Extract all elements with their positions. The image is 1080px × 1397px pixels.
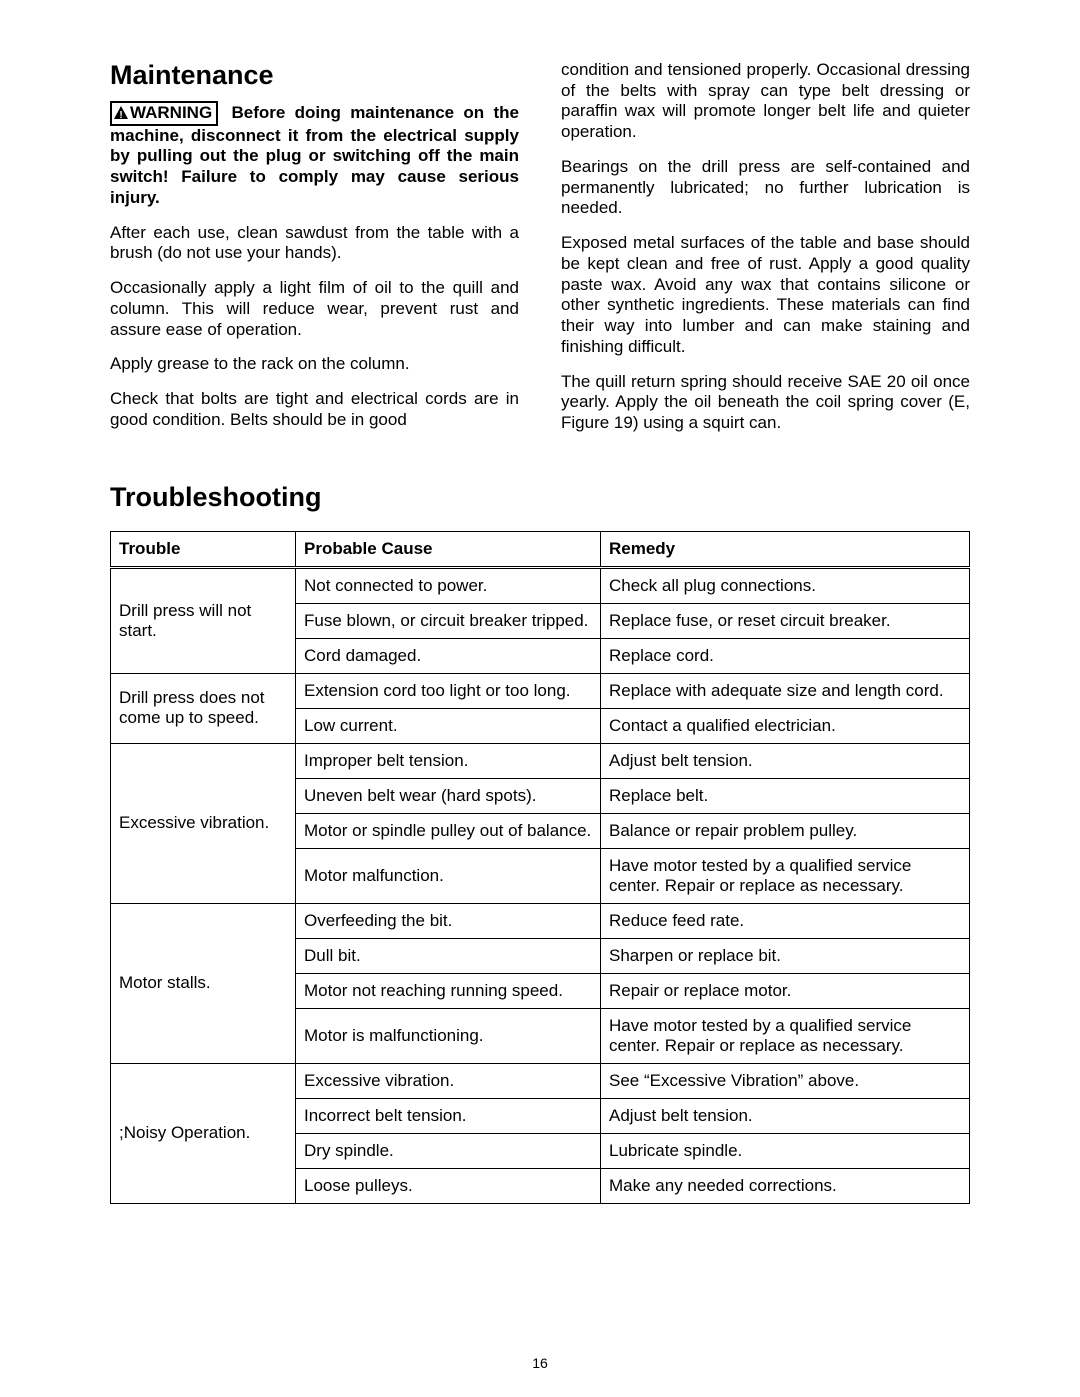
left-column: Maintenance ! WARNING Before doing maint…: [110, 60, 519, 448]
remedy-cell: Replace with adequate size and length co…: [601, 673, 970, 708]
table-row: ;Noisy Operation.Excessive vibration.See…: [111, 1063, 970, 1098]
remedy-cell: Have motor tested by a qualified service…: [601, 848, 970, 903]
cause-cell: Dry spindle.: [296, 1133, 601, 1168]
cause-cell: Cord damaged.: [296, 638, 601, 673]
warning-triangle-icon: !: [114, 106, 128, 119]
remedy-cell: Adjust belt tension.: [601, 743, 970, 778]
trouble-cell: ;Noisy Operation.: [111, 1063, 296, 1203]
cause-cell: Motor not reaching running speed.: [296, 973, 601, 1008]
warning-paragraph: ! WARNING Before doing maintenance on th…: [110, 101, 519, 209]
remedy-cell: Lubricate spindle.: [601, 1133, 970, 1168]
cause-cell: Uneven belt wear (hard spots).: [296, 778, 601, 813]
trouble-cell: Drill press does not come up to speed.: [111, 673, 296, 743]
table-header-row: Trouble Probable Cause Remedy: [111, 531, 970, 567]
table-row: Drill press does not come up to speed.Ex…: [111, 673, 970, 708]
trouble-cell: Motor stalls.: [111, 903, 296, 1063]
body-paragraph: condition and tensioned properly. Occasi…: [561, 60, 970, 143]
remedy-cell: Sharpen or replace bit.: [601, 938, 970, 973]
cause-cell: Excessive vibration.: [296, 1063, 601, 1098]
page: Maintenance ! WARNING Before doing maint…: [0, 0, 1080, 1397]
remedy-cell: Contact a qualified electrician.: [601, 708, 970, 743]
troubleshooting-heading: Troubleshooting: [110, 482, 970, 513]
remedy-cell: Replace fuse, or reset circuit breaker.: [601, 603, 970, 638]
remedy-cell: Make any needed corrections.: [601, 1168, 970, 1203]
body-paragraph: Apply grease to the rack on the column.: [110, 354, 519, 375]
th-remedy: Remedy: [601, 531, 970, 567]
cause-cell: Fuse blown, or circuit breaker tripped.: [296, 603, 601, 638]
cause-cell: Extension cord too light or too long.: [296, 673, 601, 708]
remedy-cell: See “Excessive Vibration” above.: [601, 1063, 970, 1098]
remedy-cell: Reduce feed rate.: [601, 903, 970, 938]
body-paragraph: Exposed metal surfaces of the table and …: [561, 233, 970, 357]
table-row: Motor stalls.Overfeeding the bit.Reduce …: [111, 903, 970, 938]
remedy-cell: Repair or replace motor.: [601, 973, 970, 1008]
body-paragraph: Occasionally apply a light film of oil t…: [110, 278, 519, 340]
body-paragraph: Check that bolts are tight and electrica…: [110, 389, 519, 430]
cause-cell: Motor or spindle pulley out of balance.: [296, 813, 601, 848]
remedy-cell: Adjust belt tension.: [601, 1098, 970, 1133]
cause-cell: Loose pulleys.: [296, 1168, 601, 1203]
left-paragraphs: After each use, clean sawdust from the t…: [110, 223, 519, 431]
right-paragraphs: condition and tensioned properly. Occasi…: [561, 60, 970, 434]
cause-cell: Not connected to power.: [296, 567, 601, 603]
table-row: Drill press will not start.Not connected…: [111, 567, 970, 603]
table-row: Excessive vibration.Improper belt tensio…: [111, 743, 970, 778]
body-paragraph: Bearings on the drill press are self-con…: [561, 157, 970, 219]
cause-cell: Motor is malfunctioning.: [296, 1008, 601, 1063]
cause-cell: Motor malfunction.: [296, 848, 601, 903]
body-paragraph: The quill return spring should receive S…: [561, 372, 970, 434]
remedy-cell: Replace belt.: [601, 778, 970, 813]
cause-cell: Improper belt tension.: [296, 743, 601, 778]
troubleshooting-table: Trouble Probable Cause Remedy Drill pres…: [110, 531, 970, 1204]
cause-cell: Low current.: [296, 708, 601, 743]
warning-label: WARNING: [130, 103, 212, 122]
page-number: 16: [0, 1355, 1080, 1371]
cause-cell: Overfeeding the bit.: [296, 903, 601, 938]
remedy-cell: Balance or repair problem pulley.: [601, 813, 970, 848]
trouble-cell: Excessive vibration.: [111, 743, 296, 903]
warning-box: ! WARNING: [110, 101, 218, 126]
two-column-layout: Maintenance ! WARNING Before doing maint…: [110, 60, 970, 448]
maintenance-heading: Maintenance: [110, 60, 519, 91]
remedy-cell: Have motor tested by a qualified service…: [601, 1008, 970, 1063]
remedy-cell: Replace cord.: [601, 638, 970, 673]
cause-cell: Dull bit.: [296, 938, 601, 973]
remedy-cell: Check all plug connections.: [601, 567, 970, 603]
svg-text:!: !: [119, 110, 122, 119]
body-paragraph: After each use, clean sawdust from the t…: [110, 223, 519, 264]
trouble-cell: Drill press will not start.: [111, 567, 296, 673]
th-trouble: Trouble: [111, 531, 296, 567]
th-cause: Probable Cause: [296, 531, 601, 567]
cause-cell: Incorrect belt tension.: [296, 1098, 601, 1133]
right-column: condition and tensioned properly. Occasi…: [561, 60, 970, 448]
